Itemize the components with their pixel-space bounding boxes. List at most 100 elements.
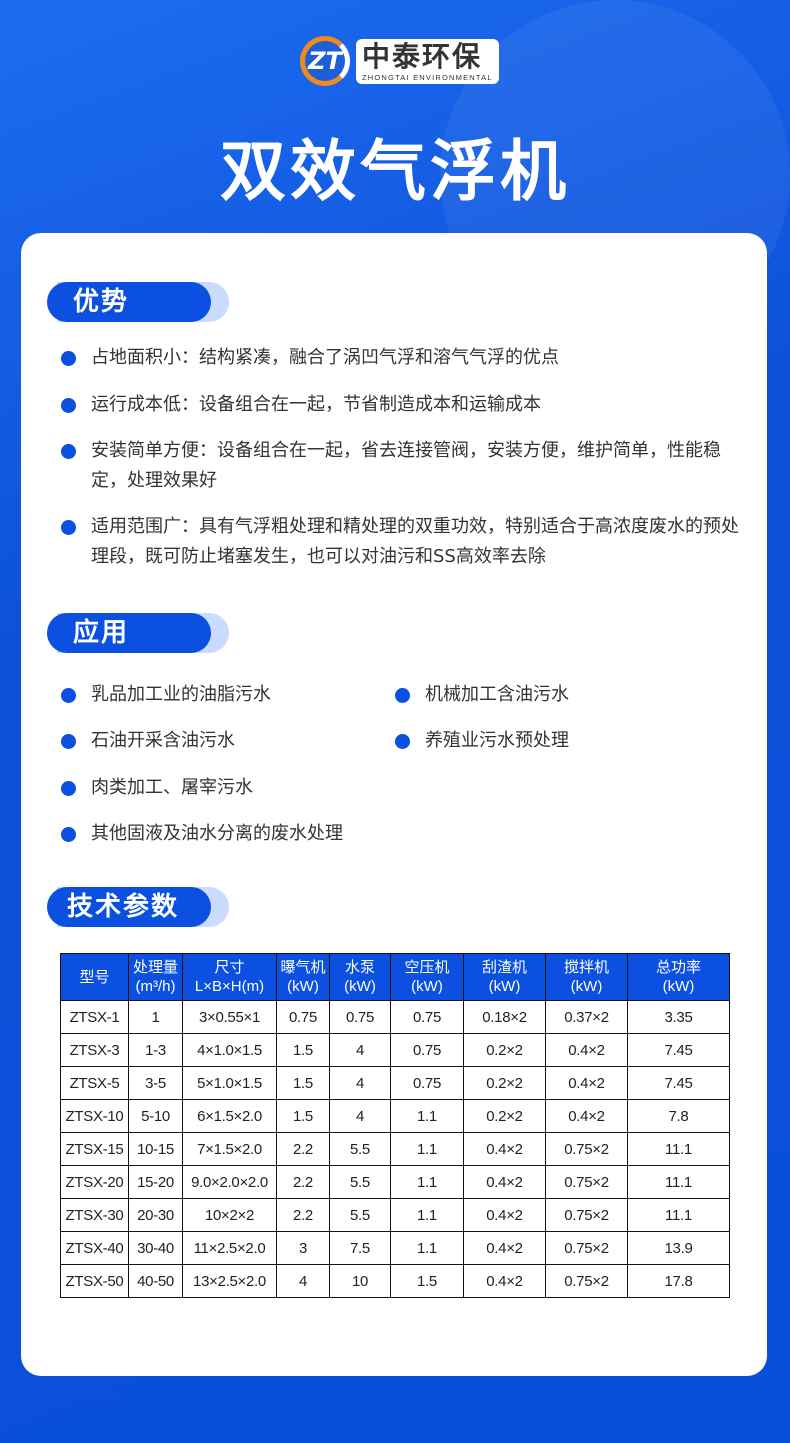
table-cell: 7×1.5×2.0 [182,1132,277,1166]
table-cell: 6×1.5×2.0 [182,1099,277,1133]
table-cell: 0.2×2 [463,1033,546,1067]
column-header: 型号 [60,953,129,1001]
table-cell: 0.4×2 [463,1264,546,1298]
table-cell: 1.1 [390,1198,464,1232]
header-line: 刮渣机 [481,959,527,976]
table-cell: ZTSX-3 [60,1033,129,1067]
table-cell: 0.4×2 [545,1099,628,1133]
section-heading: 应用 [47,613,211,653]
table-cell: 0.75×2 [545,1231,628,1265]
spec-table: 型号 处理量 (m³/h) 尺寸 L×B×H(m) 曝气机 (kW) 水泵 (kW) 空压机 (kW… [60,953,730,1298]
table-cell: 0.2×2 [463,1066,546,1100]
table-cell: 40-50 [128,1264,183,1298]
header-line: 曝气机 [280,959,326,976]
table-cell: ZTSX-15 [60,1132,129,1166]
table-cell: 10 [329,1264,391,1298]
section-heading: 优势 [47,282,211,322]
table-cell: 0.4×2 [463,1132,546,1166]
table-cell: 0.4×2 [463,1198,546,1232]
list-item: 安装简单方便：设备组合在一起，省去连接管阀，安装方便，维护简单，性能稳定，处理效… [61,436,741,496]
header-line: (kW) [411,978,443,995]
table-row: ZTSX-5 3-5 5×1.0×1.5 1.5 4 0.75 0.2×2 0.4×2 7.45 [60,1066,730,1100]
table-cell: 1-3 [128,1033,183,1067]
table-cell: 0.75×2 [545,1165,628,1199]
table-cell: 5.5 [329,1198,391,1232]
table-cell: 3 [276,1231,330,1265]
table-cell: 11.1 [627,1132,730,1166]
table-cell: 3-5 [128,1066,183,1100]
table-cell: 5.5 [329,1165,391,1199]
list-item: 适用范围广：具有气浮粗处理和精处理的双重功效，特别适合于高浓度废水的预处理段，既… [61,512,741,572]
header-line: 空压机 [404,959,450,976]
list-item: 运行成本低：设备组合在一起，节省制造成本和运输成本 [61,390,741,420]
table-cell: 0.75 [276,1000,330,1034]
header-line: 总功率 [655,959,701,976]
table-cell: 4 [329,1066,391,1100]
table-cell: 3.35 [627,1000,730,1034]
table-cell: ZTSX-10 [60,1099,129,1133]
table-cell: 0.4×2 [545,1033,628,1067]
table-cell: 10-15 [128,1132,183,1166]
column-header: 处理量 (m³/h) [128,953,183,1001]
table-cell: 7.45 [627,1033,730,1067]
table-cell: ZTSX-30 [60,1198,129,1232]
table-cell: 0.75 [329,1000,391,1034]
table-cell: 1.1 [390,1099,464,1133]
header-line: 型号 [79,968,110,986]
table-cell: 9.0×2.0×2.0 [182,1165,277,1199]
table-row: ZTSX-3 1-3 4×1.0×1.5 1.5 4 0.75 0.2×2 0.4×2 7.45 [60,1033,730,1067]
table-cell: 15-20 [128,1165,183,1199]
column-header: 水泵 (kW) [329,953,391,1001]
table-cell: 17.8 [627,1264,730,1298]
table-cell: 0.75 [390,1000,464,1034]
header-line: (kW) [287,978,319,995]
table-cell: 2.2 [276,1132,330,1166]
table-cell: 20-30 [128,1198,183,1232]
list-item: 养殖业污水预处理 [395,726,735,756]
column-header: 刮渣机 (kW) [463,953,546,1001]
column-header: 空压机 (kW) [390,953,464,1001]
logo-mark-icon: ZT [300,36,350,86]
table-cell: 0.75 [390,1066,464,1100]
table-cell: 1.1 [390,1231,464,1265]
section-heading: 技术参数 [47,887,211,927]
table-row: ZTSX-20 15-20 9.0×2.0×2.0 2.2 5.5 1.1 0.4×2 0.7… [60,1165,730,1199]
table-cell: 13.9 [627,1231,730,1265]
list-item: 石油开采含油污水 [61,726,381,756]
list-item: 乳品加工业的油脂污水 [61,680,381,710]
header-line: 尺寸 [214,959,245,976]
table-cell: 1.1 [390,1165,464,1199]
table-cell: 2.2 [276,1198,330,1232]
logo: ZT 中泰环保 ZHONGTAI ENVIRONMENTAL [300,36,499,86]
table-cell: 5.5 [329,1132,391,1166]
table-cell: 7.45 [627,1066,730,1100]
list-item: 机械加工含油污水 [395,680,735,710]
table-cell: 0.4×2 [463,1165,546,1199]
table-cell: ZTSX-5 [60,1066,129,1100]
logo-cn: 中泰环保 [362,39,483,73]
table-cell: 0.75×2 [545,1198,628,1232]
table-cell: 4 [329,1099,391,1133]
column-header: 搅拌机 (kW) [545,953,628,1001]
table-row: ZTSX-40 30-40 11×2.5×2.0 3 7.5 1.1 0.4×2 0.75×2… [60,1231,730,1265]
table-cell: 11.1 [627,1198,730,1232]
table-cell: 0.4×2 [545,1066,628,1100]
table-cell: 5×1.0×1.5 [182,1066,277,1100]
table-cell: 3×0.55×1 [182,1000,277,1034]
header-line: (kW) [570,978,603,995]
header-line: (kW) [344,978,376,995]
table-row: ZTSX-15 10-15 7×1.5×2.0 2.2 5.5 1.1 0.4×2 0.75×… [60,1132,730,1166]
section-specs: 技术参数 [47,887,229,927]
table-cell: 13×2.5×2.0 [182,1264,277,1298]
list-item: 占地面积小：结构紧凑，融合了涡凹气浮和溶气气浮的优点 [61,343,741,373]
header-line: (kW) [662,978,695,995]
table-cell: 1.5 [276,1066,330,1100]
table-cell: 4 [329,1033,391,1067]
logo-en: ZHONGTAI ENVIRONMENTAL [362,72,493,82]
table-cell: 7.8 [627,1099,730,1133]
table-cell: 2.2 [276,1165,330,1199]
header-line: (m³/h) [135,978,176,995]
table-cell: 30-40 [128,1231,183,1265]
table-cell: 1.1 [390,1132,464,1166]
table-cell: 0.4×2 [463,1231,546,1265]
